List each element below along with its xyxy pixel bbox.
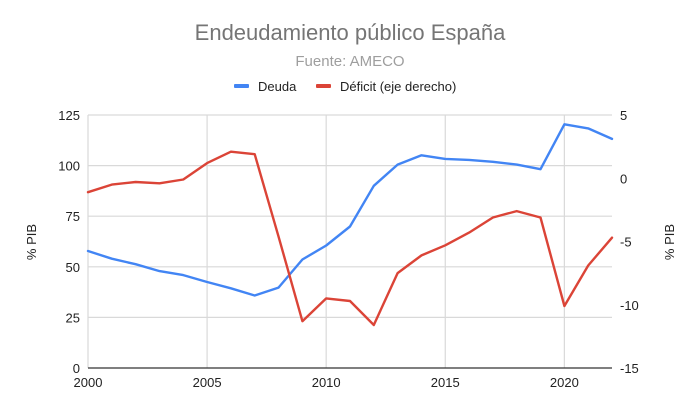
- legend-item-deficit[interactable]: Déficit (eje derecho): [316, 79, 456, 94]
- x-tick-label: 2005: [193, 375, 222, 390]
- left-tick-label: 100: [58, 159, 80, 174]
- right-axis-ticks: -15 -10 -5 0 5: [620, 108, 639, 376]
- right-tick-label: -15: [620, 361, 639, 376]
- left-axis-title: % PIB: [24, 224, 39, 260]
- left-axis-ticks: 0 25 50 75 100 125: [58, 108, 80, 376]
- right-axis-title: % PIB: [662, 224, 677, 260]
- x-tick-label: 2020: [550, 375, 579, 390]
- series-line-deficit: [86, 150, 614, 327]
- series-layer: [86, 123, 614, 327]
- left-tick-label: 75: [66, 209, 80, 224]
- series-deuda: [86, 123, 614, 297]
- right-tick-label: -5: [620, 235, 632, 250]
- x-axis-ticks: 2000 2005 2010 2015 2020: [74, 375, 579, 390]
- x-gridlines: [87, 115, 565, 368]
- x-tick-label: 2010: [312, 375, 341, 390]
- legend-label-deuda: Deuda: [258, 79, 297, 94]
- legend: Deuda Déficit (eje derecho): [234, 79, 456, 94]
- chart-title: Endeudamiento público España: [195, 20, 506, 45]
- chart-subtitle: Fuente: AMECO: [295, 53, 404, 70]
- left-tick-label: 0: [73, 361, 80, 376]
- legend-label-deficit: Déficit (eje derecho): [340, 79, 456, 94]
- series-line-deuda: [86, 123, 614, 297]
- legend-swatch-deuda: [234, 84, 249, 88]
- right-tick-label: -10: [620, 298, 639, 313]
- series-deficit: [86, 150, 614, 327]
- right-tick-label: 5: [620, 108, 627, 123]
- left-tick-label: 50: [66, 260, 80, 275]
- x-tick-label: 2015: [431, 375, 460, 390]
- x-tick-label: 2000: [74, 375, 103, 390]
- right-tick-label: 0: [620, 171, 627, 186]
- left-tick-label: 125: [58, 108, 80, 123]
- left-tick-label: 25: [66, 310, 80, 325]
- legend-swatch-deficit: [316, 84, 331, 88]
- legend-item-deuda[interactable]: Deuda: [234, 79, 297, 94]
